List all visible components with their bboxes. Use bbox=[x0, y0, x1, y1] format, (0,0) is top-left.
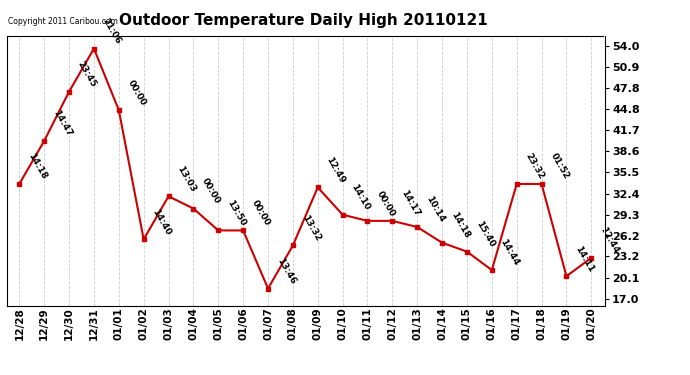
Text: 14:40: 14:40 bbox=[150, 207, 172, 237]
Text: 14:47: 14:47 bbox=[51, 108, 73, 138]
Text: 13:50: 13:50 bbox=[225, 198, 247, 228]
Text: 01:52: 01:52 bbox=[549, 152, 571, 181]
Text: 13:46: 13:46 bbox=[275, 256, 297, 286]
Text: 23:32: 23:32 bbox=[524, 152, 546, 181]
Text: 14:17: 14:17 bbox=[400, 189, 422, 218]
Text: 21:06: 21:06 bbox=[101, 16, 123, 46]
Text: Outdoor Temperature Daily High 20110121: Outdoor Temperature Daily High 20110121 bbox=[119, 13, 488, 28]
Text: 12:44: 12:44 bbox=[598, 225, 620, 255]
Text: 14:11: 14:11 bbox=[573, 244, 595, 273]
Text: 14:18: 14:18 bbox=[449, 211, 471, 240]
Text: 12:49: 12:49 bbox=[325, 155, 347, 184]
Text: Copyright 2011 Caribou.com: Copyright 2011 Caribou.com bbox=[8, 17, 118, 26]
Text: 14:44: 14:44 bbox=[499, 238, 521, 267]
Text: 23:45: 23:45 bbox=[76, 60, 98, 89]
Text: 13:32: 13:32 bbox=[300, 213, 322, 243]
Text: 00:00: 00:00 bbox=[126, 78, 148, 107]
Text: 00:00: 00:00 bbox=[200, 177, 222, 206]
Text: 13:03: 13:03 bbox=[175, 164, 197, 194]
Text: 14:10: 14:10 bbox=[350, 183, 372, 212]
Text: 14:18: 14:18 bbox=[26, 152, 48, 181]
Text: 00:00: 00:00 bbox=[375, 189, 396, 218]
Text: 00:00: 00:00 bbox=[250, 199, 272, 228]
Text: 10:14: 10:14 bbox=[424, 195, 446, 224]
Text: 15:40: 15:40 bbox=[474, 219, 496, 249]
